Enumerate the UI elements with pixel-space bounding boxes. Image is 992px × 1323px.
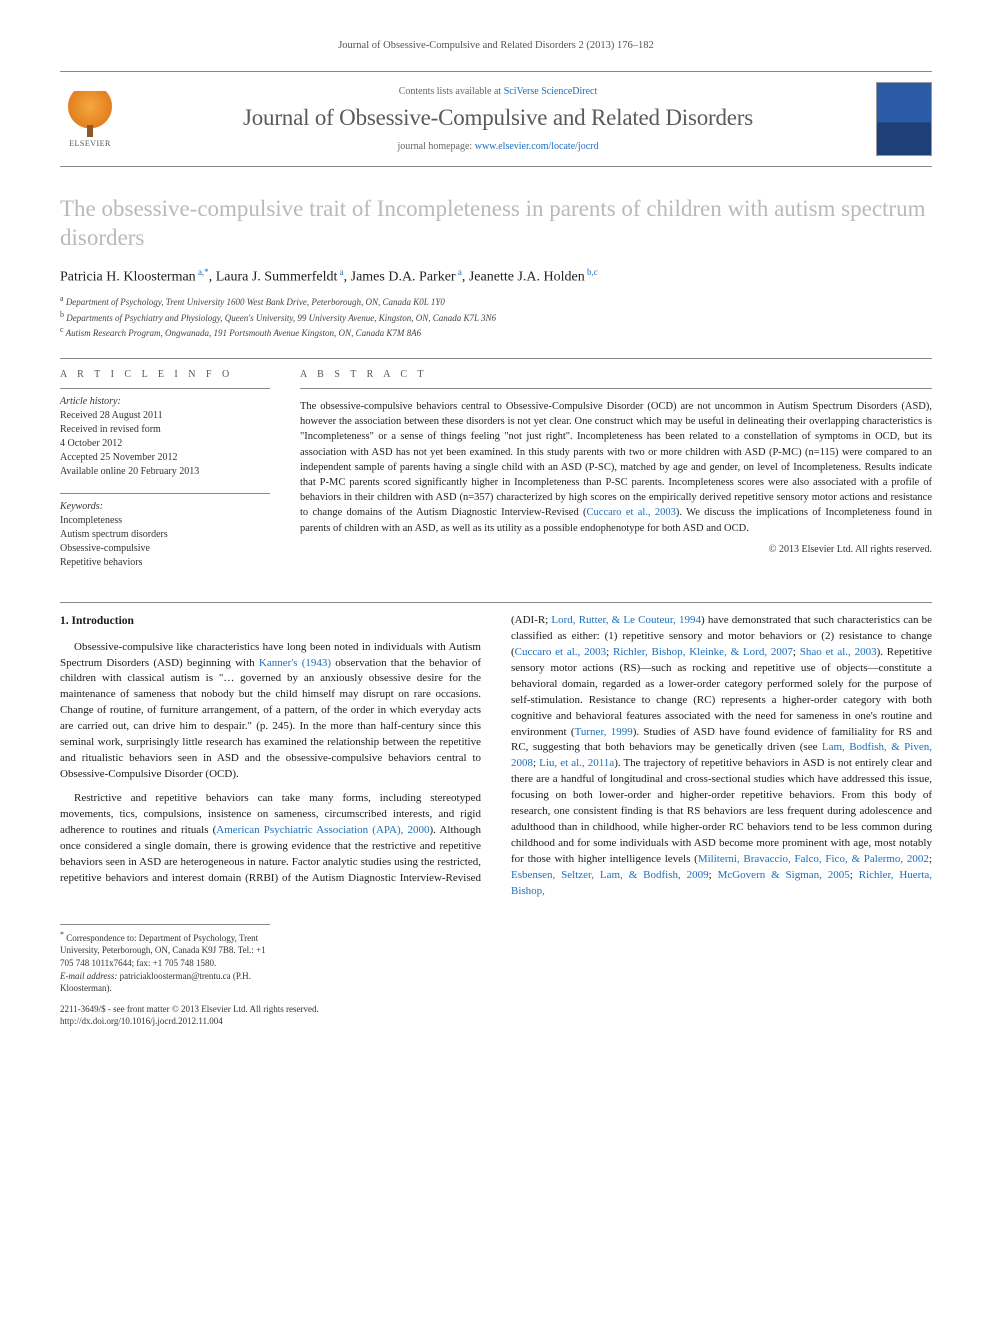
body-paragraph: Obsessive-compulsive like characteristic… xyxy=(60,640,481,783)
keywords-block: Keywords: Incompleteness Autism spectrum… xyxy=(60,493,270,570)
citation-link[interactable]: Kanner's (1943) xyxy=(259,657,331,669)
sciencedirect-link[interactable]: SciVerse ScienceDirect xyxy=(504,86,598,97)
email-label: E-mail address: xyxy=(60,971,117,981)
history-line: Available online 20 February 2013 xyxy=(60,465,270,479)
journal-cover-thumbnail xyxy=(876,82,932,156)
citation-link[interactable]: Cuccaro et al., 2003 xyxy=(515,646,606,658)
keyword: Incompleteness xyxy=(60,514,270,528)
elsevier-logo-text: ELSEVIER xyxy=(69,139,111,148)
corresponding-author-footnote: * Correspondence to: Department of Psych… xyxy=(60,924,270,995)
citation-link[interactable]: Lord, Rutter, & Le Couteur, 1994 xyxy=(551,614,701,626)
citation-link[interactable]: Richler, Bishop, Kleinke, & Lord, 2007 xyxy=(613,646,793,658)
journal-homepage-line: journal homepage: www.elsevier.com/locat… xyxy=(136,141,860,152)
history-line: 4 October 2012 xyxy=(60,437,270,451)
author-4-affil: b,c xyxy=(585,267,598,277)
section-heading-introduction: 1. Introduction xyxy=(60,613,481,630)
author-3: James D.A. Parker xyxy=(351,269,456,284)
page-footer: * Correspondence to: Department of Psych… xyxy=(60,924,932,1028)
article-title: The obsessive-compulsive trait of Incomp… xyxy=(60,195,932,253)
history-line: Accepted 25 November 2012 xyxy=(60,451,270,465)
contents-available-line: Contents lists available at SciVerse Sci… xyxy=(136,86,860,97)
citation-link[interactable]: American Psychiatric Association (APA), … xyxy=(216,824,429,836)
author-2: Laura J. Summerfeldt xyxy=(216,269,338,284)
elsevier-logo: ELSEVIER xyxy=(60,84,120,154)
homepage-prefix: journal homepage: xyxy=(398,141,475,152)
abstract-divider xyxy=(300,388,932,389)
keyword: Repetitive behaviors xyxy=(60,556,270,570)
keyword: Autism spectrum disorders xyxy=(60,528,270,542)
issn-line: 2211-3649/$ - see front matter © 2013 El… xyxy=(60,1003,319,1016)
author-4: Jeanette J.A. Holden xyxy=(469,269,585,284)
journal-masthead: ELSEVIER Contents lists available at Sci… xyxy=(60,71,932,167)
homepage-link[interactable]: www.elsevier.com/locate/jocrd xyxy=(475,141,599,152)
keywords-label: Keywords: xyxy=(60,500,270,514)
history-line: Received in revised form xyxy=(60,423,270,437)
elsevier-tree-icon xyxy=(68,91,112,135)
author-3-affil: a xyxy=(456,267,462,277)
article-info-head: A R T I C L E I N F O xyxy=(60,369,270,380)
author-2-affil: a xyxy=(337,267,343,277)
affiliation-a: a Department of Psychology, Trent Univer… xyxy=(60,293,932,309)
author-1-affil: a,* xyxy=(196,267,209,277)
history-line: Received 28 August 2011 xyxy=(60,409,270,423)
affiliation-b: b Departments of Psychiatry and Physiolo… xyxy=(60,309,932,325)
article-history: Article history: Received 28 August 2011… xyxy=(60,388,270,479)
citation-link[interactable]: Esbensen, Seltzer, Lam, & Bodfish, 2009 xyxy=(511,869,709,881)
journal-name: Journal of Obsessive-Compulsive and Rela… xyxy=(136,105,860,131)
author-1: Patricia H. Kloosterman xyxy=(60,269,196,284)
affiliation-c: c Autism Research Program, Ongwanada, 19… xyxy=(60,324,932,340)
abstract-copyright: © 2013 Elsevier Ltd. All rights reserved… xyxy=(300,544,932,555)
section-divider xyxy=(60,358,932,359)
citation-link[interactable]: Turner, 1999 xyxy=(575,726,633,738)
citation-link[interactable]: Liu, et al., 2011a xyxy=(539,757,614,769)
abstract-citation[interactable]: Cuccaro et al., 2003 xyxy=(587,507,676,518)
contents-prefix: Contents lists available at xyxy=(399,86,504,97)
citation-link[interactable]: McGovern & Sigman, 2005 xyxy=(718,869,850,881)
affiliations: a Department of Psychology, Trent Univer… xyxy=(60,293,932,340)
keyword: Obsessive-compulsive xyxy=(60,542,270,556)
citation-link[interactable]: Militerni, Bravaccio, Falco, Fico, & Pal… xyxy=(698,853,929,865)
article-body: 1. Introduction Obsessive-compulsive lik… xyxy=(60,613,932,900)
citation-link[interactable]: Shao et al., 2003 xyxy=(800,646,877,658)
abstract-text: The obsessive-compulsive behaviors centr… xyxy=(300,399,932,536)
abstract-head: A B S T R A C T xyxy=(300,369,932,380)
author-list: Patricia H. Kloosterman a,*, Laura J. Su… xyxy=(60,267,932,286)
body-divider xyxy=(60,602,932,603)
doi-link[interactable]: http://dx.doi.org/10.1016/j.jocrd.2012.1… xyxy=(60,1015,319,1028)
running-head: Journal of Obsessive-Compulsive and Rela… xyxy=(60,40,932,51)
history-label: Article history: xyxy=(60,395,270,409)
